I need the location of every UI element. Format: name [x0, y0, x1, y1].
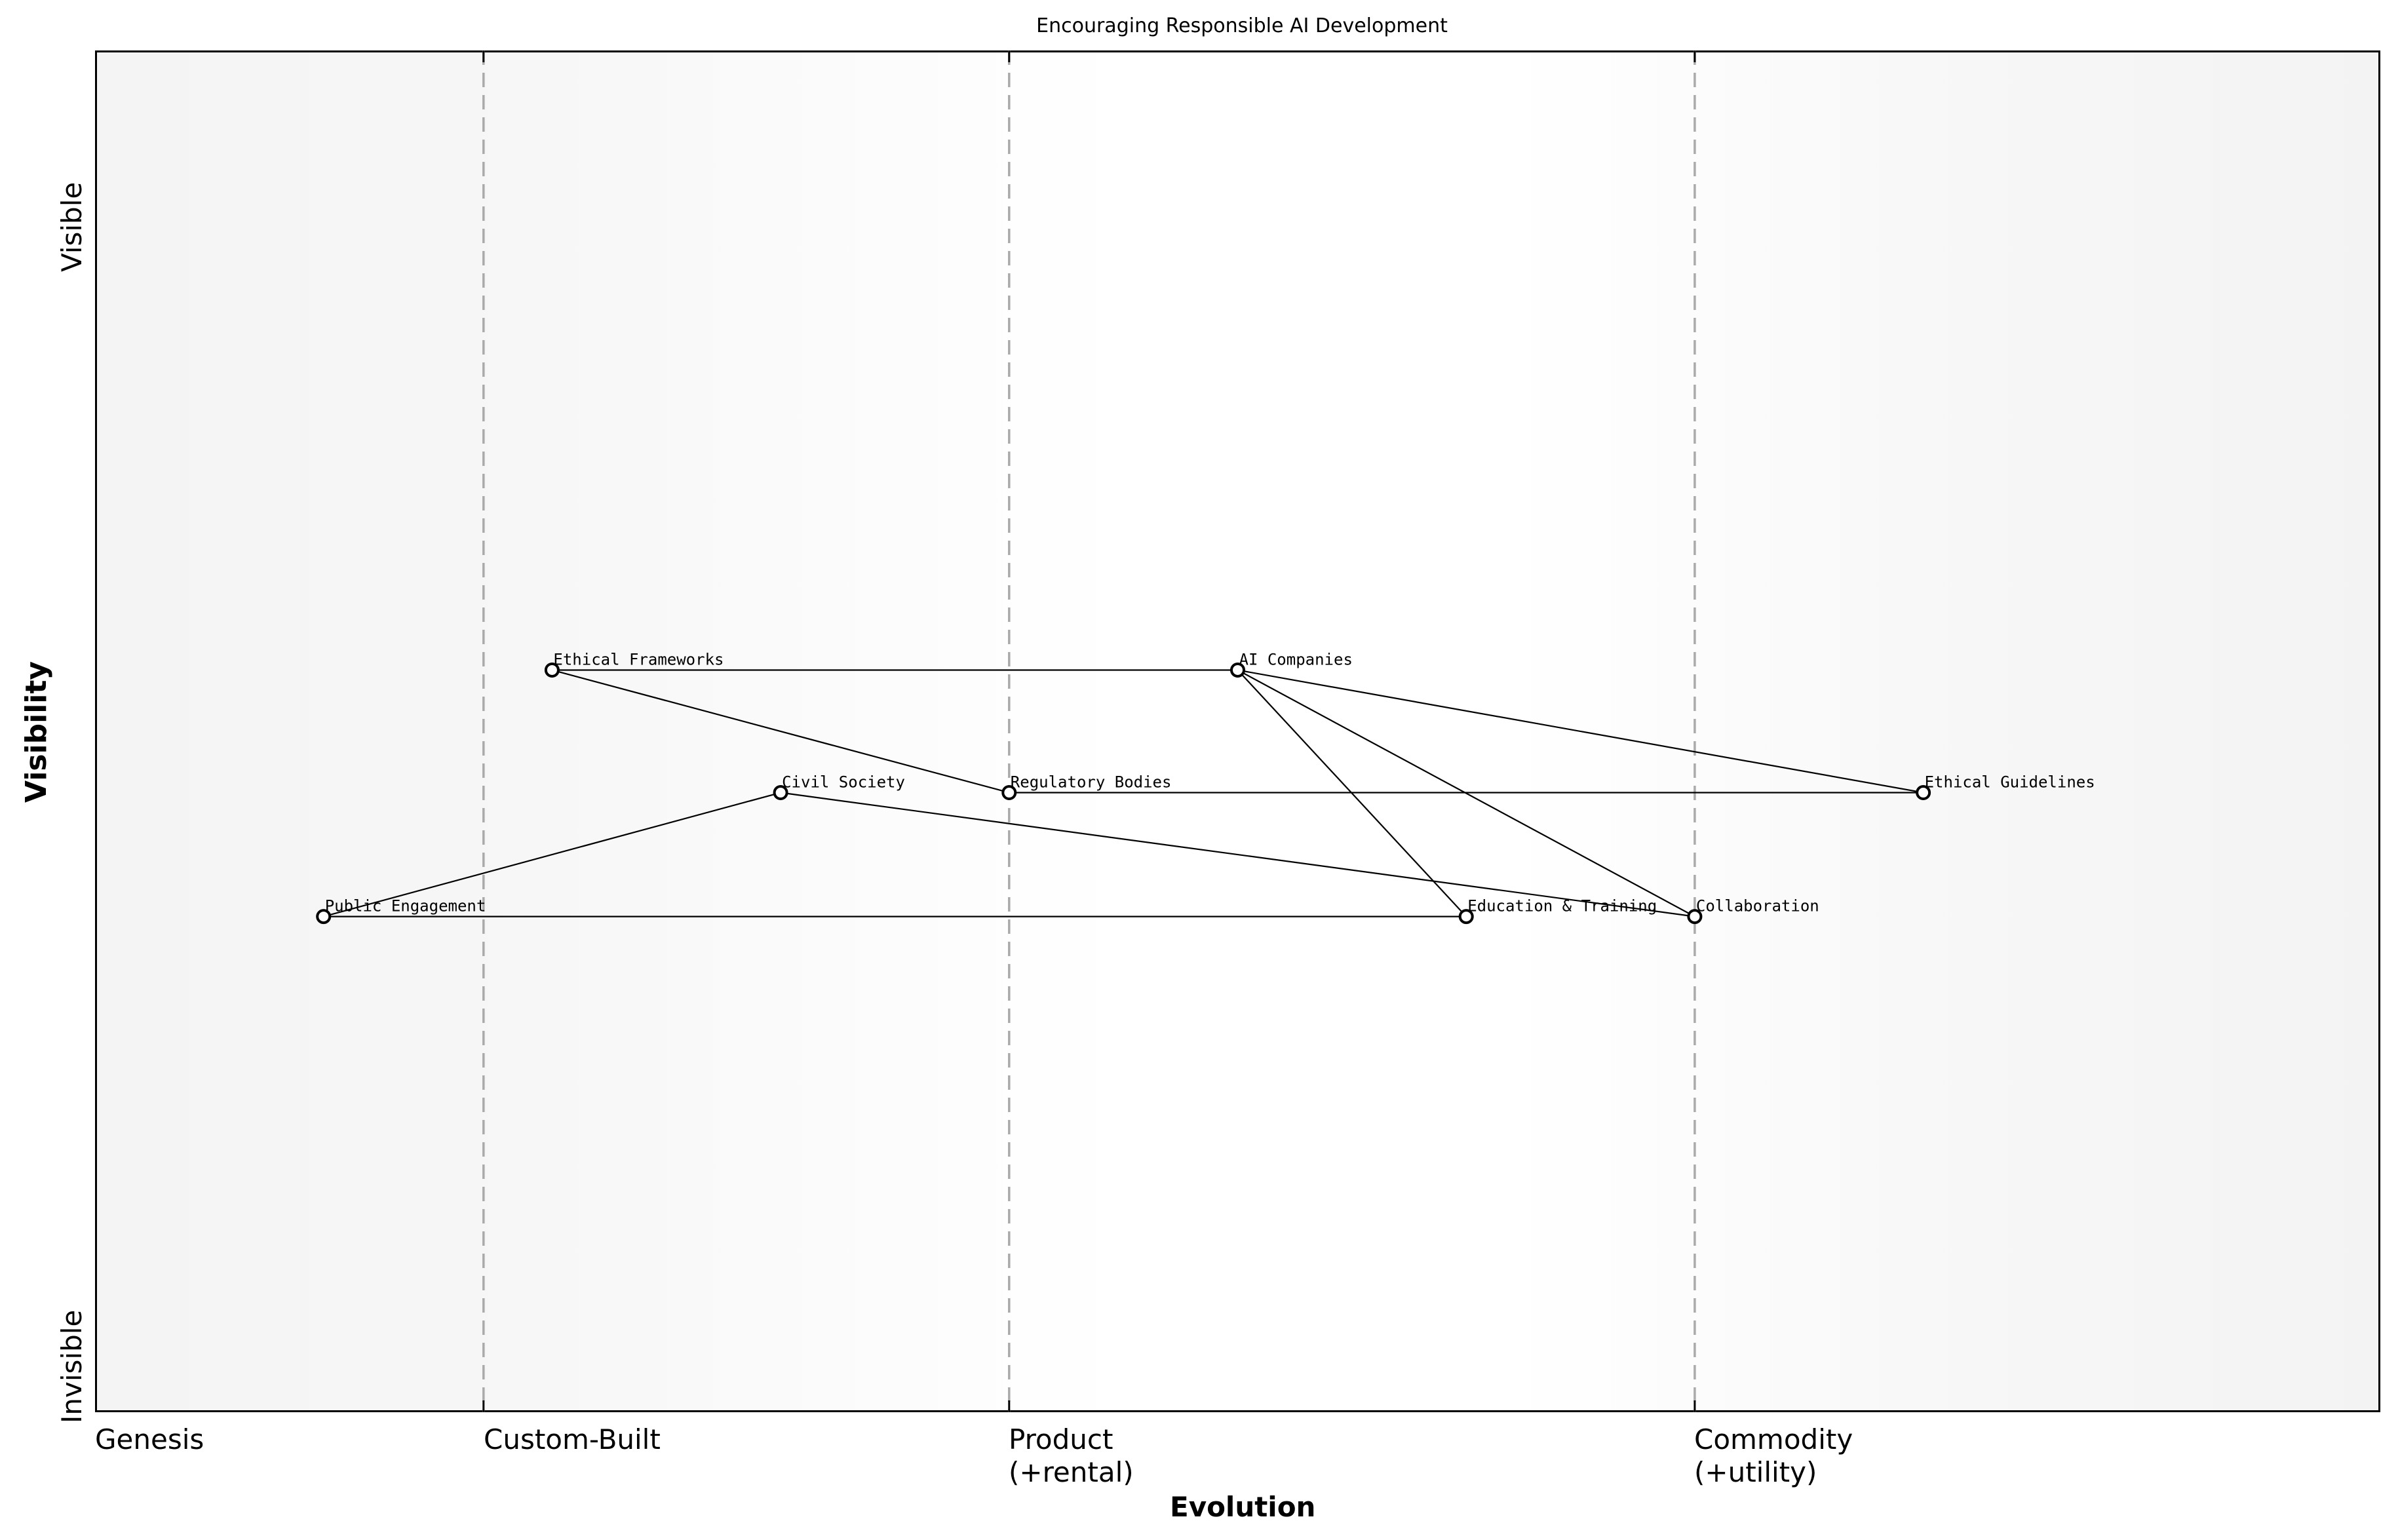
x-tick-custom-built: Custom-Built [484, 1423, 661, 1455]
link-ai-companies-to-ethical-guidelines [1237, 669, 1924, 794]
component-marker-icon[interactable] [1001, 785, 1017, 801]
component-marker-icon[interactable] [1687, 909, 1703, 925]
y-tick-invisible: Invisible [56, 1309, 88, 1423]
component-ethical-guidelines[interactable]: Ethical Guidelines [1916, 773, 2095, 801]
component-civil-society[interactable]: Civil Society [773, 773, 905, 801]
component-public-engagement[interactable]: Public Engagement [316, 897, 486, 925]
component-label: AI Companies [1239, 650, 1353, 668]
component-regulatory-bodies[interactable]: Regulatory Bodies [1001, 773, 1172, 801]
plot-area [95, 50, 2380, 1412]
link-ethical-frameworks-to-regulatory-bodies [552, 669, 1010, 794]
component-ethical-frameworks[interactable]: Ethical Frameworks [544, 650, 724, 678]
component-ai-companies[interactable]: AI Companies [1230, 650, 1353, 678]
x-tick-commodity: Commodity (+utility) [1694, 1423, 1853, 1488]
component-label: Public Engagement [325, 897, 486, 915]
component-marker-icon[interactable] [1230, 662, 1245, 678]
x-tick-product: Product (+rental) [1009, 1423, 1134, 1488]
component-label: Civil Society [782, 773, 905, 792]
component-education-and-training[interactable]: Education & Training [1458, 897, 1657, 925]
component-collaboration[interactable]: Collaboration [1687, 897, 1819, 925]
component-marker-icon[interactable] [1458, 909, 1474, 925]
component-label: Regulatory Bodies [1011, 773, 1172, 792]
component-marker-icon[interactable] [1916, 785, 1931, 801]
link-civil-society-to-collaboration [780, 792, 1695, 917]
map-links [323, 669, 1924, 917]
wardley-map: Ethical Frameworks AI Companies Civil Soci… [95, 50, 2095, 1412]
component-marker-icon[interactable] [316, 909, 332, 925]
chart-title: Encouraging Responsible AI Development [1036, 14, 1448, 37]
x-axis-ticks [95, 50, 1696, 1412]
link-civil-society-to-public-engagement [323, 792, 781, 917]
x-tick-genesis: Genesis [95, 1423, 204, 1455]
y-tick-visible: Visible [56, 182, 88, 272]
map-components: Ethical Frameworks AI Companies Civil Soci… [316, 650, 2095, 925]
component-marker-icon[interactable] [544, 662, 560, 678]
y-axis-label: Visibility [20, 661, 53, 803]
component-marker-icon[interactable] [773, 785, 788, 801]
component-label: Collaboration [1696, 897, 1819, 915]
stage-dividers [482, 50, 1696, 1412]
x-axis-label: Evolution [1170, 1491, 1316, 1523]
component-label: Ethical Guidelines [1925, 773, 2095, 792]
component-label: Education & Training [1467, 897, 1657, 915]
component-label: Ethical Frameworks [553, 650, 724, 668]
